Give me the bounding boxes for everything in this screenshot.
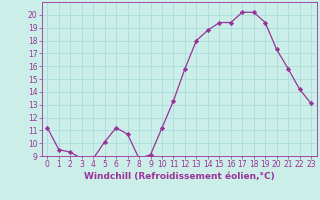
X-axis label: Windchill (Refroidissement éolien,°C): Windchill (Refroidissement éolien,°C) bbox=[84, 172, 275, 181]
